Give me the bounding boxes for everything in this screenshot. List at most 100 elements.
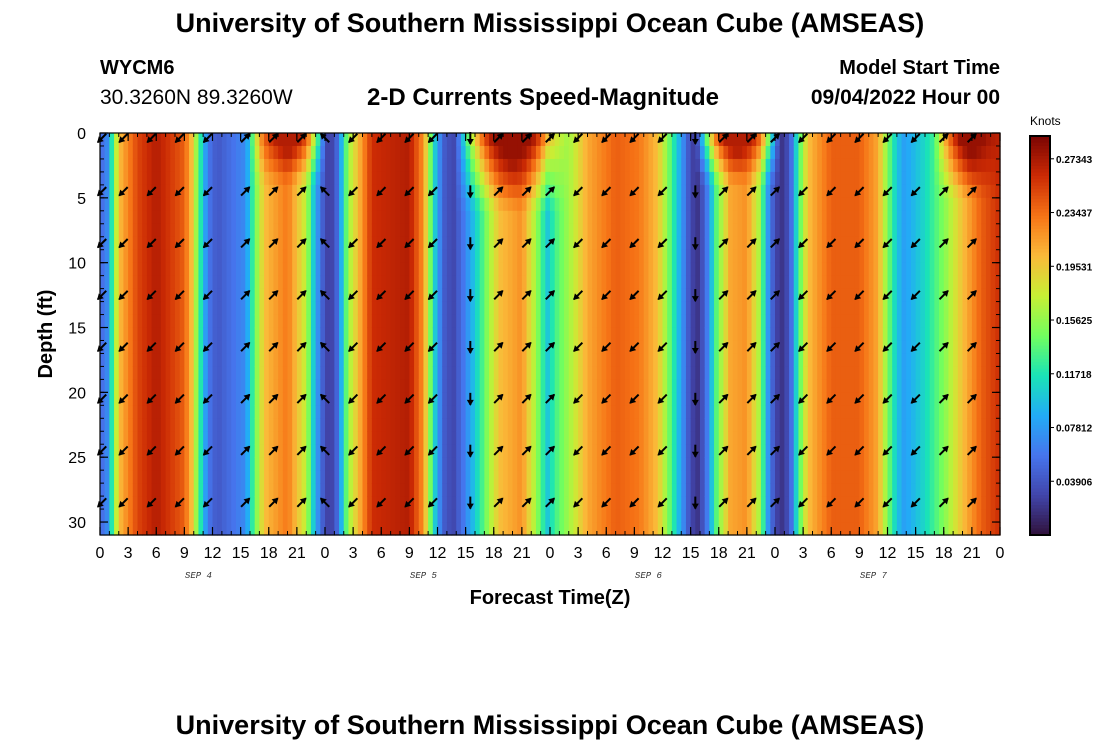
current-vector-up-right bbox=[268, 290, 279, 301]
current-vector-up-right bbox=[966, 238, 977, 249]
current-vector-down-left bbox=[427, 445, 438, 456]
current-vector-down-left bbox=[657, 445, 668, 456]
colorbar-tick-label: 0.27343 bbox=[1056, 155, 1093, 166]
colorbar-tick-label: 0.11718 bbox=[1056, 370, 1092, 381]
current-vector-up-right bbox=[545, 497, 555, 508]
current-vector-up-right bbox=[770, 445, 780, 456]
current-vector-down-left bbox=[376, 186, 387, 197]
current-vector-up-left bbox=[320, 238, 330, 249]
x-tick-label: 6 bbox=[152, 545, 161, 562]
current-vector-up-right bbox=[966, 497, 977, 508]
x-tick-label: 15 bbox=[907, 545, 925, 562]
current-vector-down-left bbox=[657, 186, 668, 197]
current-vector-down bbox=[466, 237, 474, 251]
current-vector-down-left bbox=[798, 497, 809, 508]
page-title: University of Southern Mississippi Ocean… bbox=[175, 8, 925, 38]
current-vector-down-left bbox=[826, 290, 837, 301]
model-start-value: 09/04/2022 Hour 00 bbox=[810, 86, 1000, 109]
current-vector-up-right bbox=[746, 133, 757, 143]
current-vector-down-left bbox=[146, 290, 157, 301]
current-vector-up-right bbox=[718, 497, 729, 508]
current-vector-up-right bbox=[718, 445, 729, 456]
x-tick-label: 21 bbox=[963, 545, 981, 562]
current-vector-up-right bbox=[493, 445, 504, 456]
current-vector-down-left bbox=[348, 186, 359, 197]
current-vector-down-left bbox=[174, 186, 185, 197]
model-start-label: Model Start Time bbox=[839, 57, 1000, 79]
current-vector-down-left bbox=[910, 342, 921, 352]
current-vector-down bbox=[691, 289, 699, 303]
current-vector-down-left bbox=[601, 290, 612, 301]
current-vector-down-left bbox=[573, 186, 584, 197]
x-tick-label: 12 bbox=[654, 545, 672, 562]
current-vector-down-left bbox=[798, 186, 809, 197]
x-tick-label: 18 bbox=[485, 545, 503, 562]
current-vector-up-right bbox=[718, 342, 729, 352]
x-tick-label: 15 bbox=[232, 545, 250, 562]
current-vector-up-right bbox=[770, 238, 780, 249]
current-vector-down-left bbox=[146, 445, 157, 456]
current-vector-down-left bbox=[404, 342, 415, 352]
current-vector-down-left bbox=[146, 133, 157, 143]
current-vector-down-left bbox=[798, 445, 809, 456]
current-vector-down-left bbox=[629, 342, 640, 352]
current-vector-down-left bbox=[376, 342, 387, 352]
current-vector-down-left bbox=[118, 497, 129, 508]
current-vector-down-left bbox=[910, 445, 921, 456]
current-vector-down-left bbox=[882, 290, 893, 301]
current-vector-down bbox=[691, 237, 699, 251]
current-vector-down-left bbox=[174, 290, 185, 301]
day-label: SEP 4 bbox=[185, 571, 212, 581]
current-vector-down-left bbox=[404, 445, 415, 456]
current-vector-down-left bbox=[427, 133, 438, 143]
current-vector-down-left bbox=[573, 445, 584, 456]
current-vector-down bbox=[466, 289, 474, 303]
current-vector-up-right bbox=[240, 133, 251, 143]
current-vector-up-right bbox=[746, 186, 757, 197]
x-tick-label: 9 bbox=[180, 545, 189, 562]
current-vector-down-left bbox=[798, 342, 809, 352]
current-vector-down-left bbox=[118, 133, 129, 143]
current-vector-down-left bbox=[174, 133, 185, 143]
current-vector-down bbox=[691, 132, 699, 145]
current-vector-down-left bbox=[146, 186, 157, 197]
current-vector-up-right bbox=[746, 497, 757, 508]
current-vector-down-left bbox=[427, 342, 438, 352]
current-vector-up-left bbox=[320, 445, 330, 456]
station-coordinates: 30.3260N 89.3260W bbox=[100, 86, 293, 109]
current-vector-up-right bbox=[545, 290, 555, 301]
current-vector-up-right bbox=[770, 186, 780, 197]
current-vector-up-right bbox=[268, 238, 279, 249]
current-vector-up-right bbox=[493, 133, 504, 143]
x-tick-label: 0 bbox=[996, 545, 1005, 562]
colorbar-unit-label: Knots bbox=[1030, 114, 1061, 128]
current-vector-up-right bbox=[268, 445, 279, 456]
current-vector-down-left bbox=[202, 290, 213, 301]
current-vector-up-right bbox=[521, 445, 532, 456]
current-vector-down-left bbox=[118, 186, 129, 197]
x-tick-label: 21 bbox=[738, 545, 756, 562]
current-vector-up-right bbox=[296, 133, 307, 143]
current-vector-down-left bbox=[202, 133, 213, 143]
x-tick-label: 0 bbox=[771, 545, 780, 562]
current-vector-down-left bbox=[118, 342, 129, 352]
current-vector-down-left bbox=[601, 393, 612, 404]
current-vector-up-left bbox=[320, 497, 330, 508]
current-vector-down-left bbox=[629, 445, 640, 456]
current-vector-up-right bbox=[938, 342, 949, 352]
station-id: WYCM6 bbox=[100, 57, 175, 79]
current-vector-up-right bbox=[770, 393, 780, 404]
current-vector-up-right bbox=[493, 290, 504, 301]
current-vector-down-left bbox=[427, 497, 438, 508]
current-vector-down-left bbox=[854, 186, 865, 197]
current-vector-up-right bbox=[938, 445, 949, 456]
current-vector-up-right bbox=[718, 238, 729, 249]
current-vector-up-right bbox=[521, 497, 532, 508]
x-tick-label: 9 bbox=[630, 545, 639, 562]
x-tick-label: 6 bbox=[602, 545, 611, 562]
current-vector-up-right bbox=[240, 445, 251, 456]
current-vector-up-right bbox=[521, 342, 532, 352]
current-vector-down-left bbox=[882, 186, 893, 197]
current-vector-down-left bbox=[146, 342, 157, 352]
